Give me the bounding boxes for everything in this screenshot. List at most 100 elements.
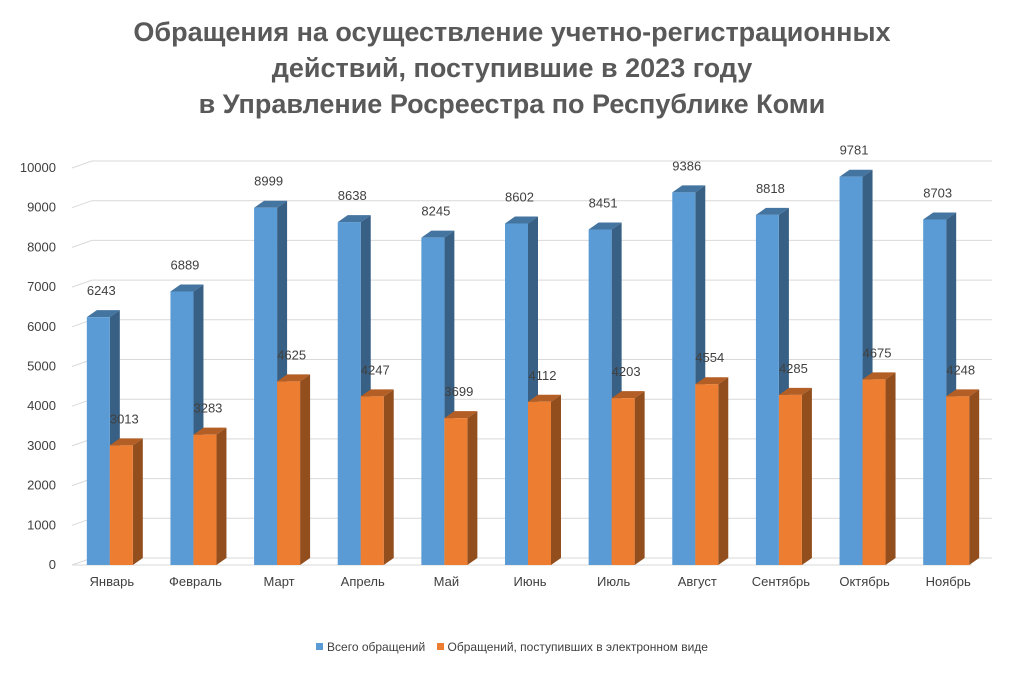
bar-side: [132, 438, 143, 565]
data-labels: 6243 3013 6889 3283 8999 4625 8638 4247 8245 3699…: [87, 143, 975, 427]
bar-front: [109, 445, 133, 565]
x-category-label: Май: [434, 574, 459, 589]
bar-front: [421, 237, 445, 565]
bar-side: [885, 372, 896, 565]
bar-front: [778, 394, 802, 565]
bar-front: [444, 418, 468, 565]
bar-side: [969, 389, 980, 565]
bar-front: [505, 223, 528, 565]
gridline-depth: [71, 200, 93, 209]
bar-top: [778, 387, 812, 395]
legend-item-total: Всего обращений: [316, 640, 425, 654]
data-label: 9386: [672, 158, 701, 173]
bar-front: [337, 222, 361, 565]
bar-front: [170, 291, 194, 565]
data-label: 8703: [923, 185, 952, 200]
bar-top: [946, 389, 980, 397]
bar-electronic: [946, 389, 980, 565]
data-label: 8638: [338, 188, 367, 203]
bar-front: [193, 434, 217, 565]
bar-side: [467, 411, 478, 565]
data-label: 8451: [589, 195, 618, 210]
bar-front: [862, 379, 886, 565]
y-tick-label: 10000: [20, 160, 56, 175]
data-label: 3699: [444, 384, 473, 399]
bar-front: [946, 396, 970, 565]
bar-top: [86, 310, 120, 318]
bar-side: [551, 394, 561, 565]
x-category-label: Ноябрь: [926, 574, 971, 589]
y-tick-label: 4000: [27, 398, 56, 413]
bar-top: [862, 372, 896, 380]
bar-top: [672, 185, 706, 193]
bar-top: [444, 411, 478, 419]
bar-front: [277, 381, 301, 565]
x-category-label: Февраль: [169, 574, 222, 589]
bar-electronic: [109, 438, 143, 565]
bar-top: [421, 230, 455, 238]
data-label: 4285: [779, 361, 808, 376]
bar-front: [588, 229, 612, 565]
bar-top: [360, 389, 394, 397]
data-label: 6889: [170, 258, 199, 273]
y-tick-label: 8000: [27, 239, 56, 254]
x-category-label: Июль: [597, 574, 630, 589]
bar-top: [611, 391, 645, 399]
bar-electronic: [193, 427, 227, 565]
bar-side: [300, 374, 311, 565]
bar-top: [109, 438, 143, 446]
bar-top: [839, 169, 873, 177]
bar-front: [254, 207, 278, 566]
data-label: 8999: [254, 174, 283, 189]
y-tick-label: 9000: [27, 200, 56, 215]
chart-title: Обращения на осуществление учетно-регист…: [0, 14, 1024, 122]
y-tick-label: 1000: [27, 517, 56, 532]
legend-item-electronic: Обращений, поступивших в электронном вид…: [436, 640, 708, 654]
data-label: 4675: [863, 345, 892, 360]
bar-front: [839, 176, 863, 565]
data-label: 4112: [529, 368, 557, 383]
data-label: 6243: [87, 283, 116, 298]
bar-top: [254, 200, 288, 208]
legend-label-total: Всего обращений: [327, 640, 426, 654]
data-label: 3283: [193, 401, 222, 416]
bar-front: [611, 398, 635, 565]
x-axis: Январь Февраль Март Апрель Май Июнь Июль Август…: [90, 574, 971, 589]
gridline-depth: [71, 239, 93, 248]
data-label: 8818: [756, 181, 785, 196]
chart-title-line-1: Обращения на осуществление учетно-регист…: [133, 17, 891, 47]
data-label: 4625: [277, 347, 306, 362]
data-label: 9781: [840, 143, 869, 158]
y-tick-label: 3000: [27, 438, 56, 453]
bar-side: [216, 427, 227, 565]
data-label: 3013: [110, 411, 139, 426]
data-label: 4247: [361, 362, 390, 377]
x-category-label: Январь: [90, 574, 135, 589]
bar-top: [170, 284, 204, 292]
legend-swatch-electronic: [436, 643, 444, 650]
legend-label-electronic: Обращений, поступивших в электронном вид…: [447, 640, 708, 654]
bar-side: [801, 387, 812, 565]
bars: [86, 169, 980, 566]
bar-electronic: [611, 391, 645, 565]
bar-front: [672, 192, 696, 565]
bar-front: [86, 317, 110, 565]
gridline-depth: [71, 279, 93, 288]
x-category-label: Март: [264, 574, 295, 589]
x-category-label: Сентябрь: [752, 574, 810, 589]
data-label: 4248: [946, 362, 975, 377]
bar-front: [695, 384, 719, 565]
bar-top: [695, 377, 729, 385]
y-tick-label: 5000: [27, 359, 56, 374]
bar-front: [923, 219, 947, 565]
bar-top: [755, 207, 789, 215]
x-category-label: Апрель: [341, 574, 385, 589]
bar-electronic: [862, 372, 896, 565]
bar-side: [718, 377, 729, 565]
bar-side: [383, 389, 394, 565]
bar-top: [528, 394, 561, 402]
legend: Всего обращений Обращений, поступивших в…: [0, 640, 1024, 654]
bar-top: [337, 215, 371, 223]
chart-title-line-2: действий, поступившие в 2023 году: [271, 53, 753, 83]
data-label: 4203: [612, 364, 641, 379]
